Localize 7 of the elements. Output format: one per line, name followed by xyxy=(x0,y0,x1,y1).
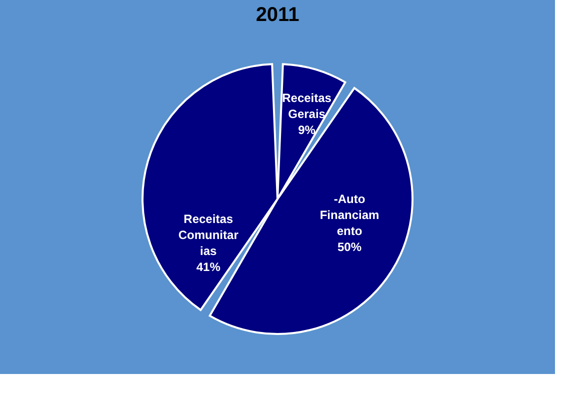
data-label: 9% xyxy=(298,123,316,138)
slice-label: Receitas Comunitarias xyxy=(178,212,239,258)
data-label: 41% xyxy=(196,260,221,274)
data-label: 50% xyxy=(337,240,362,254)
slice-label: -Auto Financiamento xyxy=(320,192,380,238)
slice-label: Receitas Gerais xyxy=(282,91,332,122)
chart-title: 2011 xyxy=(256,4,300,26)
